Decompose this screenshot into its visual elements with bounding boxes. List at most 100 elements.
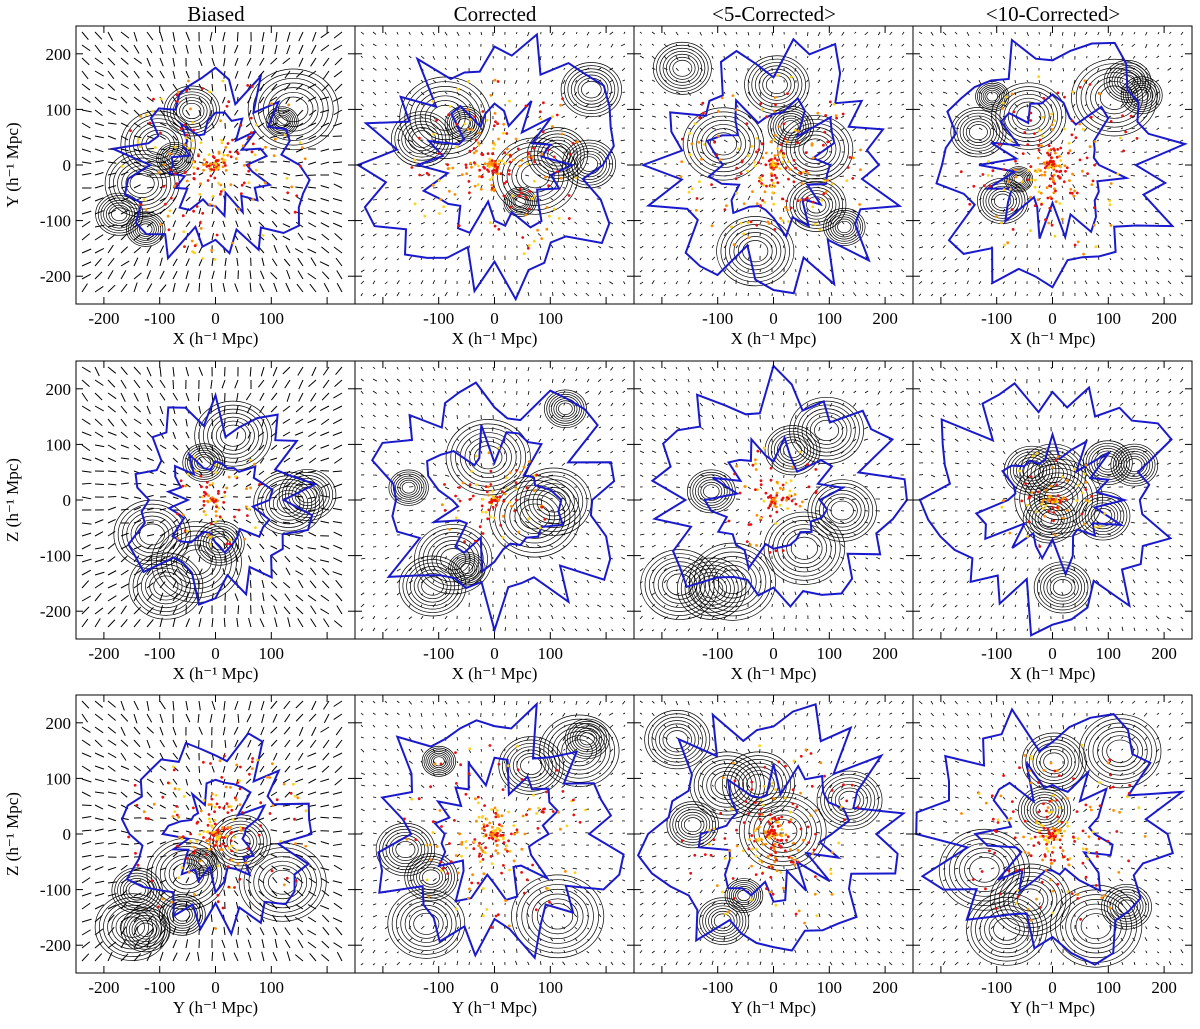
- velocity-arrow: [234, 196, 239, 202]
- density-contour: [794, 130, 837, 168]
- velocity-arrow: [333, 392, 343, 399]
- galaxy-point: [1042, 96, 1046, 100]
- velocity-arrow: [408, 256, 412, 261]
- galaxy-point: [493, 78, 497, 82]
- galaxy-point: [209, 522, 213, 525]
- velocity-arrow: [198, 195, 202, 202]
- velocity-arrow: [527, 79, 530, 84]
- velocity-arrow: [456, 438, 460, 442]
- velocity-arrow: [185, 70, 190, 79]
- y-tick-label: 200: [46, 45, 72, 64]
- galaxy-point: [1052, 191, 1056, 195]
- galaxy-point: [151, 109, 155, 113]
- velocity-arrow: [930, 245, 934, 249]
- velocity-arrow: [211, 483, 215, 489]
- velocity-arrow: [551, 257, 554, 261]
- velocity-arrow: [675, 270, 679, 273]
- velocity-arrow: [1073, 115, 1076, 119]
- velocity-arrow: [146, 44, 153, 54]
- galaxy-point: [183, 245, 186, 249]
- velocity-arrow: [81, 148, 92, 153]
- velocity-arrow: [270, 519, 278, 524]
- galaxy-point: [226, 153, 230, 157]
- velocity-arrow: [609, 521, 614, 524]
- velocity-arrow: [480, 256, 483, 261]
- velocity-arrow: [81, 135, 92, 140]
- velocity-arrow: [408, 222, 412, 225]
- galaxy-point: [797, 129, 800, 133]
- velocity-arrow: [384, 245, 388, 249]
- velocity-arrow: [107, 379, 116, 388]
- velocity-arrow: [610, 438, 614, 441]
- velocity-arrow: [1038, 291, 1041, 297]
- velocity-arrow: [94, 571, 105, 576]
- velocity-arrow: [723, 91, 726, 94]
- velocity-arrow: [133, 418, 142, 425]
- galaxy-point: [732, 243, 736, 247]
- galaxy-point: [1033, 204, 1037, 208]
- velocity-arrow: [1132, 233, 1136, 237]
- density-contour: [202, 528, 237, 558]
- velocity-arrow: [456, 208, 459, 213]
- velocity-arrow: [246, 57, 252, 66]
- velocity-arrow: [663, 210, 668, 213]
- galaxy-point: [1052, 160, 1055, 163]
- velocity-arrow: [94, 148, 104, 153]
- velocity-arrow: [527, 67, 530, 72]
- velocity-arrow: [384, 617, 388, 620]
- velocity-arrow: [711, 281, 713, 285]
- velocity-arrow: [1097, 269, 1100, 273]
- galaxy-point: [1046, 196, 1050, 200]
- velocity-arrow: [687, 31, 689, 35]
- velocity-arrow: [735, 43, 739, 48]
- velocity-arrow: [198, 172, 204, 176]
- galaxy-point: [755, 223, 759, 227]
- velocity-arrow: [651, 486, 657, 488]
- galaxy-point: [487, 451, 491, 455]
- velocity-arrow: [1155, 269, 1160, 273]
- velocity-arrow: [639, 450, 645, 454]
- velocity-arrow: [1038, 208, 1041, 213]
- velocity-arrow: [502, 520, 506, 524]
- velocity-arrow: [900, 115, 905, 119]
- velocity-arrow: [384, 390, 389, 395]
- density-contour: [564, 65, 619, 114]
- velocity-arrow: [185, 109, 190, 116]
- velocity-arrow: [623, 293, 626, 297]
- velocity-arrow: [295, 444, 304, 450]
- velocity-arrow: [711, 462, 716, 467]
- velocity-arrow: [866, 222, 869, 225]
- velocity-arrow: [146, 283, 153, 293]
- velocity-arrow: [1132, 292, 1136, 297]
- velocity-arrow: [687, 279, 691, 285]
- velocity-arrow: [408, 43, 411, 47]
- density-contour: [825, 210, 864, 244]
- galaxy-point: [410, 166, 414, 169]
- velocity-arrow: [759, 91, 762, 96]
- velocity-arrow: [818, 291, 821, 297]
- velocity-arrow: [308, 444, 317, 451]
- x-tick-label: -200: [88, 644, 119, 663]
- density-contour: [758, 68, 796, 101]
- galaxy-point: [508, 501, 511, 504]
- velocity-arrow: [574, 557, 578, 560]
- velocity-arrow: [172, 44, 177, 54]
- galaxy-point: [508, 169, 511, 172]
- velocity-arrow: [586, 426, 590, 429]
- density-contour: [837, 220, 852, 234]
- velocity-arrow: [408, 282, 411, 285]
- velocity-arrow: [233, 519, 239, 524]
- galaxy-point: [184, 484, 188, 488]
- velocity-arrow: [1061, 79, 1064, 83]
- velocity-arrow: [942, 115, 946, 119]
- velocity-arrow: [651, 163, 657, 165]
- velocity-arrow: [830, 414, 833, 418]
- velocity-arrow: [723, 450, 728, 455]
- velocity-arrow: [538, 520, 542, 524]
- velocity-arrow: [420, 378, 424, 383]
- galaxy-point: [465, 172, 469, 176]
- velocity-arrow: [1154, 222, 1160, 225]
- velocity-arrow: [527, 567, 530, 572]
- velocity-arrow: [675, 175, 681, 177]
- velocity-arrow: [384, 592, 389, 596]
